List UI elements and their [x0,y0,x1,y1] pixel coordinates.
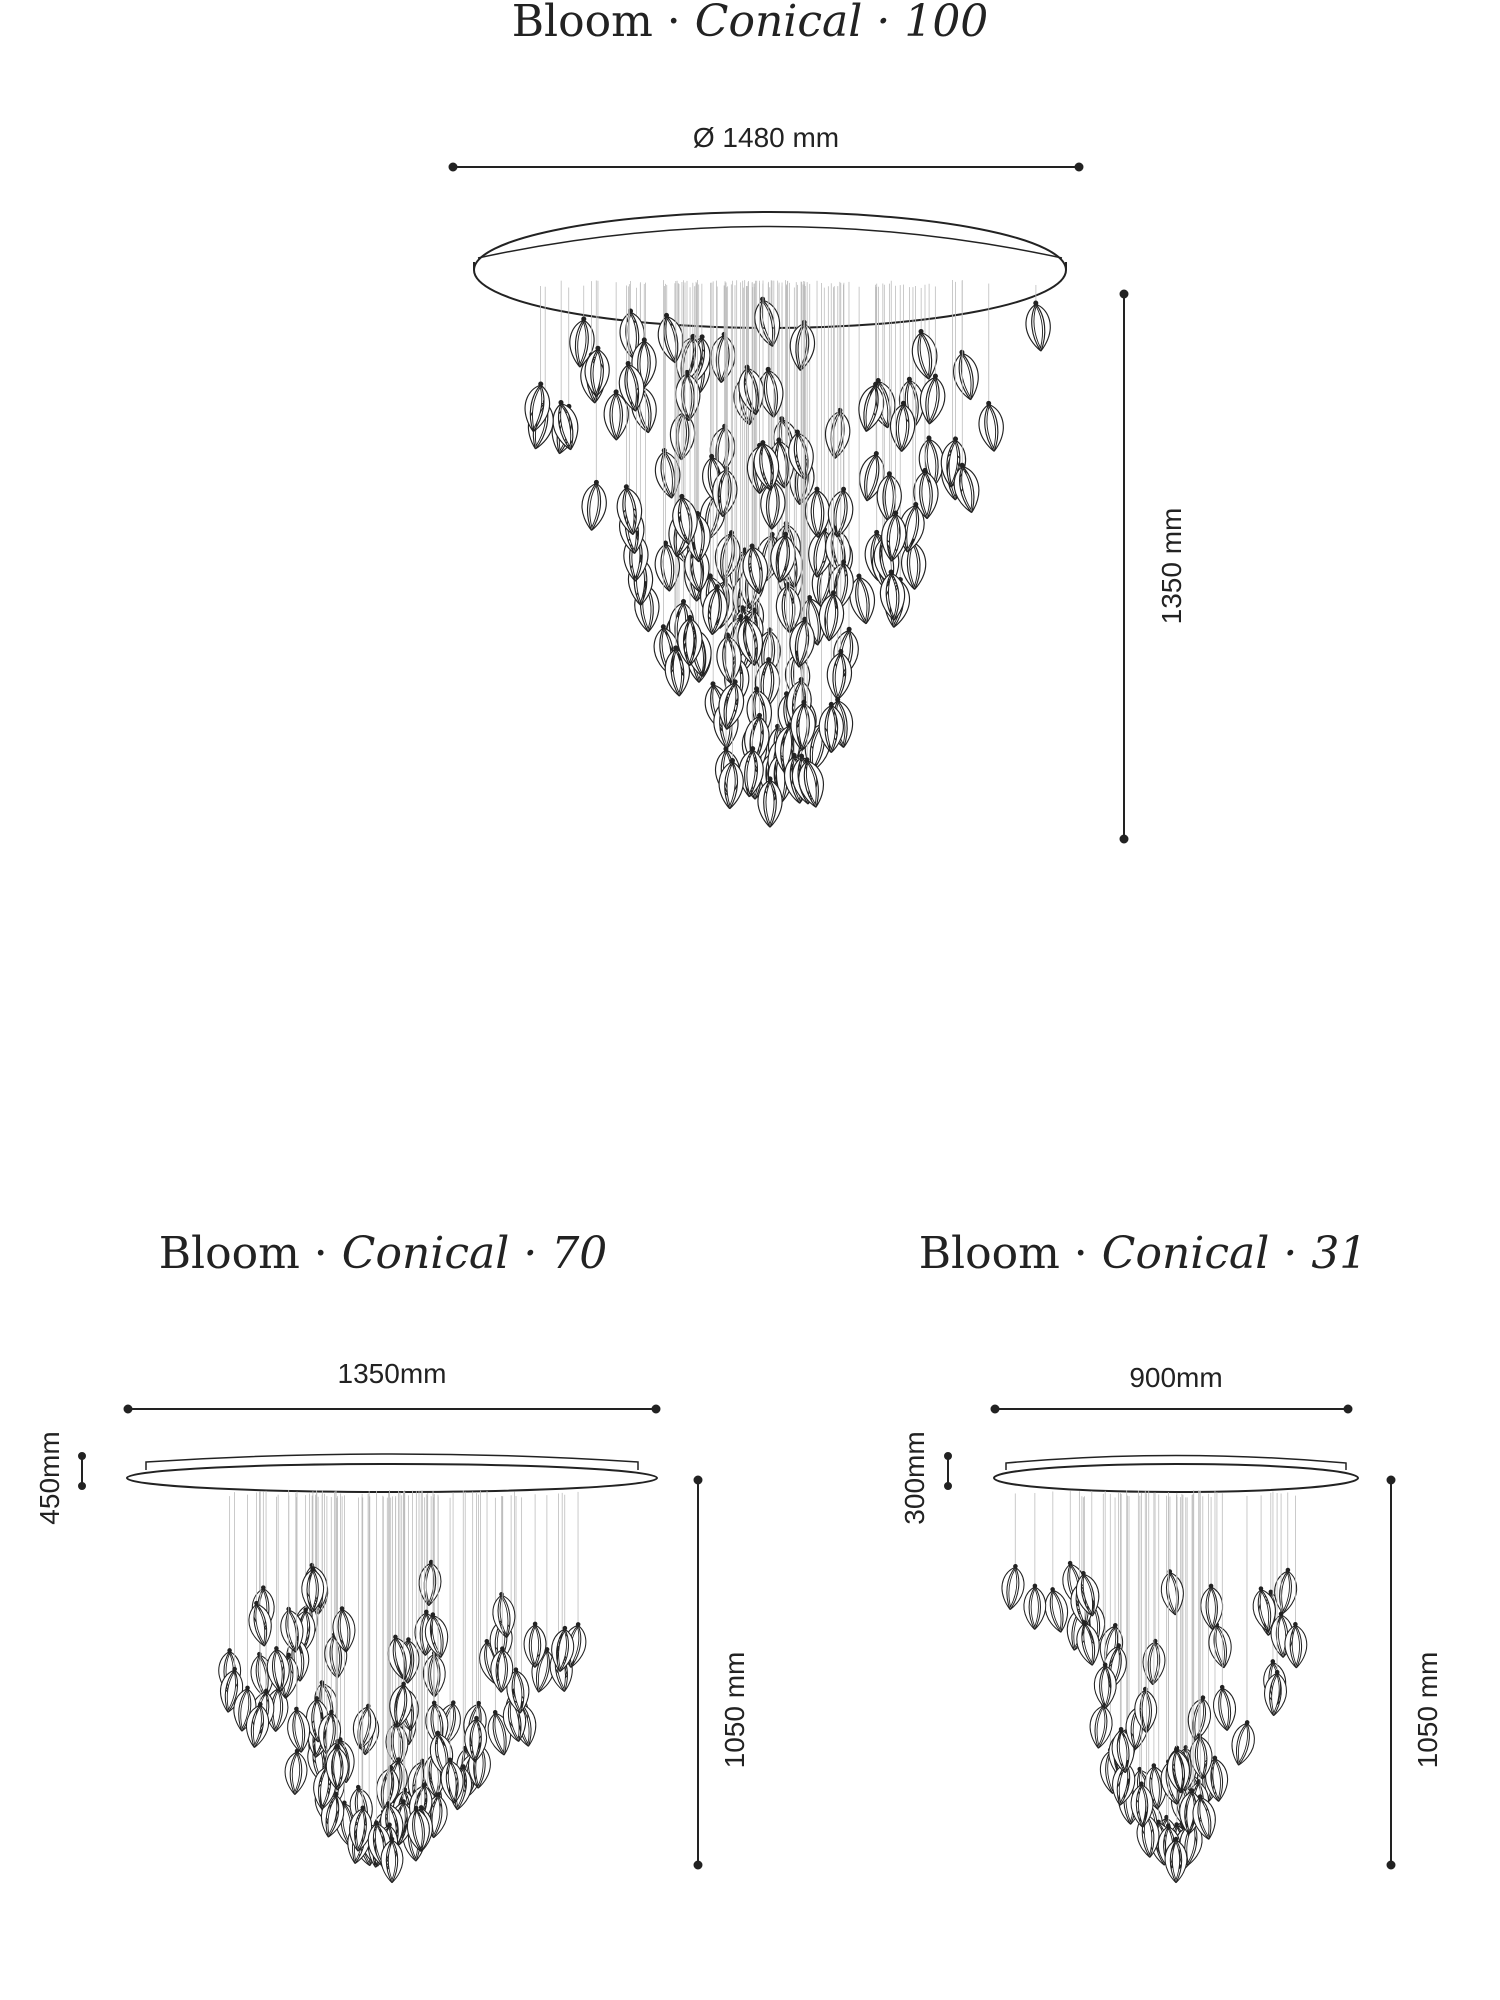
title-separator: · [313,1228,328,1279]
glass-petal [548,397,584,453]
glass-petal [1227,1717,1259,1768]
canopy-dimension-31 [944,1452,952,1490]
width-dimension-31 [990,1404,1353,1414]
title-type: Conical [1101,1228,1270,1279]
glass-petal [578,478,610,533]
height-dimension-31 [1386,1475,1396,1870]
glass-petal [1022,298,1054,353]
petal-cluster-70 [216,1490,590,1884]
title-bloom-conical-70: Bloom · Conical · 70 [159,1232,608,1276]
glass-petal [949,347,984,403]
canopy-dimension-70 [78,1452,86,1490]
title-separator: · [876,0,891,47]
title-separator: · [523,1228,538,1279]
title-name: Bloom [158,1228,300,1279]
petal-cluster-100 [520,280,1054,828]
title-number: 70 [551,1228,608,1279]
width-label-70: 1350mm [337,1358,447,1389]
width-label-31: 900mm [1129,1362,1223,1393]
glass-petal [283,1747,309,1796]
canopy-31 [993,1454,1359,1493]
glass-petal [1199,1582,1224,1631]
glass-petal [854,448,890,504]
title-type: Conical [341,1228,510,1279]
title-number: 100 [904,0,989,47]
width-dimension-100 [448,162,1084,172]
title-separator: · [666,0,681,47]
title-separator: · [1073,1228,1088,1279]
height-dimension-70 [693,1475,703,1870]
glass-petal [998,1562,1028,1612]
glass-petal [1023,1582,1047,1631]
glass-petal [975,398,1007,454]
title-bloom-conical-31: Bloom · Conical · 31 [919,1232,1368,1276]
glass-petal [1205,1620,1236,1671]
width-label-100: Ø 1480 mm [692,122,840,153]
title-bloom-conical-100: Bloom · Conical · 100 [512,0,989,44]
canopy-70 [126,1453,658,1493]
title-number: 31 [1311,1228,1368,1279]
width-dimension-70 [123,1404,661,1414]
height-dimension-100 [1119,289,1129,844]
title-name: Bloom [918,1228,1060,1279]
title-separator: · [1283,1228,1298,1279]
glass-petal [916,371,949,427]
title-type: Conical [694,0,863,47]
glass-petal [908,326,942,382]
title-name: Bloom [511,0,653,47]
petal-cluster-31 [998,1490,1308,1884]
